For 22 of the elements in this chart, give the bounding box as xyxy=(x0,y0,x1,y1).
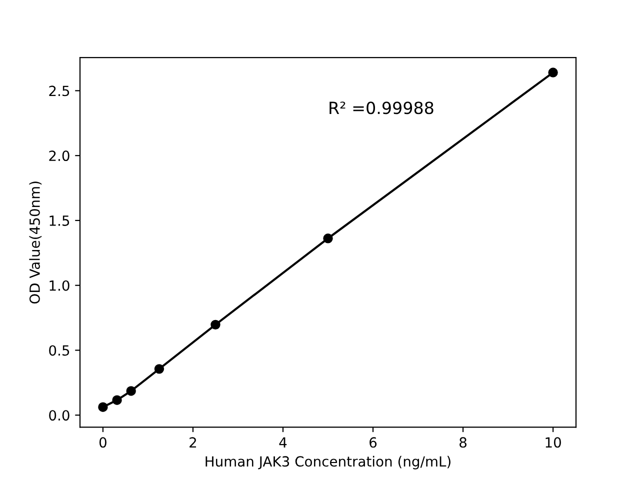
point xyxy=(210,320,220,330)
x-tick-label: 8 xyxy=(460,437,466,448)
y-tick-label: 0.5 xyxy=(49,345,70,356)
y-tick-label: 1.0 xyxy=(50,280,70,291)
x-tick-label: 2 xyxy=(190,437,196,448)
point xyxy=(154,364,164,374)
point xyxy=(98,402,108,412)
y-tick-label: 1.5 xyxy=(50,216,70,226)
point xyxy=(126,386,136,396)
annotation: R² =0.99988 xyxy=(330,102,434,114)
x-tick-label: 4 xyxy=(279,437,287,448)
point xyxy=(112,395,122,405)
point xyxy=(548,68,558,78)
y-tick-label: 2.5 xyxy=(49,86,70,96)
x-tick-label: 6 xyxy=(370,437,377,448)
x-tick-label: 0 xyxy=(99,437,106,448)
point xyxy=(323,234,333,244)
x-tick-label: 10 xyxy=(546,437,561,448)
y-axis-title: OD Value(450nm) xyxy=(29,182,42,304)
x-axis-title: Human JAK3 Concentration (ng/mL) xyxy=(206,456,450,470)
y-tick-label: 2.0 xyxy=(49,150,70,162)
y-tick-label: 0.0 xyxy=(49,410,70,421)
